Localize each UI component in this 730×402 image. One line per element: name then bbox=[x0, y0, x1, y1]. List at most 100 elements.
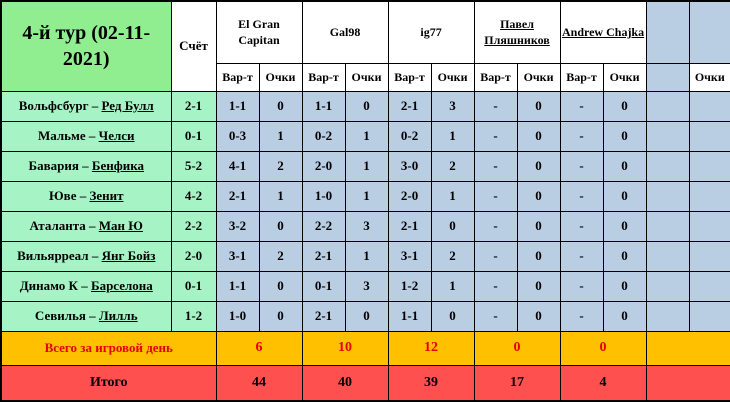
points-cell: 2 bbox=[258, 240, 303, 272]
prediction-cell: 2-1 bbox=[301, 240, 346, 272]
player-name[interactable]: Павел Пляшников bbox=[484, 17, 550, 48]
prediction-cell: 3-2 bbox=[215, 210, 260, 242]
match-row: Вильярреал – Янг Бойз 2-0 3-1 2 2-1 1 3-1 2-0-0 bbox=[0, 240, 730, 272]
away-team-link[interactable]: Янг Бойз bbox=[101, 248, 156, 263]
points-cell: 0 bbox=[516, 240, 561, 272]
grand-total-value: 17 bbox=[473, 364, 561, 402]
prediction-cell: - bbox=[473, 270, 518, 302]
match-score: 0-1 bbox=[170, 120, 217, 152]
points-subheader: Очки bbox=[430, 62, 475, 92]
match-score: 2-2 bbox=[170, 210, 217, 242]
empty-cell bbox=[645, 90, 690, 122]
prediction-cell: 1-1 bbox=[215, 90, 260, 122]
prediction-cell: - bbox=[473, 300, 518, 332]
empty-cell bbox=[688, 240, 730, 272]
prediction-cell: - bbox=[473, 240, 518, 272]
points-cell: 0 bbox=[516, 90, 561, 122]
away-team-link[interactable]: Лилль bbox=[98, 308, 138, 323]
player-header-1: El Gran Capitan bbox=[215, 0, 303, 64]
points-cell: 3 bbox=[344, 270, 389, 302]
match-name: Севилья – Лилль bbox=[0, 300, 172, 332]
empty-cell bbox=[645, 120, 690, 152]
empty-cell bbox=[645, 240, 690, 272]
points-cell: 0 bbox=[602, 270, 647, 302]
day-total-value: 0 bbox=[559, 330, 647, 366]
prediction-cell: 2-1 bbox=[301, 300, 346, 332]
day-total-label: Всего за игровой день bbox=[0, 330, 217, 366]
points-cell: 0 bbox=[516, 270, 561, 302]
points-cell: 3 bbox=[344, 210, 389, 242]
points-cell: 1 bbox=[344, 120, 389, 152]
prediction-cell: - bbox=[559, 90, 604, 122]
points-cell: 1 bbox=[430, 120, 475, 152]
points-subheader: Очки bbox=[602, 62, 647, 92]
player-header-5: Andrew Chajka bbox=[559, 0, 647, 64]
points-cell: 0 bbox=[258, 210, 303, 242]
empty-cell bbox=[645, 364, 730, 402]
empty-cell bbox=[645, 180, 690, 212]
prediction-cell: - bbox=[473, 150, 518, 182]
empty-cell bbox=[688, 120, 730, 152]
day-total-value: 12 bbox=[387, 330, 475, 366]
match-name: Вильярреал – Янг Бойз bbox=[0, 240, 172, 272]
day-total-value: 6 bbox=[215, 330, 303, 366]
points-cell: 0 bbox=[602, 210, 647, 242]
match-name: Юве – Зенит bbox=[0, 180, 172, 212]
away-team-link[interactable]: Челси bbox=[98, 128, 135, 143]
match-row: Юве – Зенит 4-2 2-1 1 1-0 1 2-0 1-0-0 bbox=[0, 180, 730, 212]
points-cell: 0 bbox=[516, 120, 561, 152]
match-name: Аталанта – Ман Ю bbox=[0, 210, 172, 242]
prediction-cell: 1-2 bbox=[387, 270, 432, 302]
empty-cell bbox=[645, 300, 690, 332]
prediction-cell: 1-1 bbox=[387, 300, 432, 332]
points-cell: 1 bbox=[258, 180, 303, 212]
points-cell: 1 bbox=[344, 240, 389, 272]
match-name: Бавария – Бенфика bbox=[0, 150, 172, 182]
variant-subheader: Вар-т bbox=[559, 62, 604, 92]
prediction-cell: 3-0 bbox=[387, 150, 432, 182]
points-cell: 0 bbox=[516, 210, 561, 242]
away-team-link[interactable]: Ред Булл bbox=[101, 98, 154, 113]
header-row-subcolumns: Вар-т Очки Вар-т Очки Вар-т Очки Вар-т Очки Вар-… bbox=[1, 62, 730, 92]
extra-points-subheader: Очки bbox=[688, 62, 730, 92]
points-cell: 0 bbox=[602, 150, 647, 182]
prediction-cell: 1-1 bbox=[301, 90, 346, 122]
player-name[interactable]: Andrew Chajka bbox=[561, 25, 645, 40]
prediction-cell: - bbox=[473, 120, 518, 152]
variant-subheader: Вар-т bbox=[215, 62, 260, 92]
grand-total-row: Итого 44 40 39 17 4 bbox=[0, 364, 730, 402]
match-score: 1-2 bbox=[170, 300, 217, 332]
empty-cell bbox=[688, 300, 730, 332]
match-score: 0-1 bbox=[170, 270, 217, 302]
match-score: 5-2 bbox=[170, 150, 217, 182]
prediction-cell: 1-1 bbox=[215, 270, 260, 302]
player-header-3: ig77 bbox=[387, 0, 475, 64]
match-name: Вольфсбург – Ред Булл bbox=[0, 90, 172, 122]
points-cell: 2 bbox=[258, 150, 303, 182]
prediction-cell: - bbox=[559, 210, 604, 242]
prediction-cell: - bbox=[559, 120, 604, 152]
away-team-link[interactable]: Бенфика bbox=[91, 158, 144, 173]
grand-total-label: Итого bbox=[0, 364, 217, 402]
prediction-cell: 3-1 bbox=[387, 240, 432, 272]
grand-total-value: 44 bbox=[215, 364, 303, 402]
match-row: Динамо К – Барселона 0-1 1-1 0 0-1 3 1-2 1-0-0 bbox=[0, 270, 730, 302]
away-team-link[interactable]: Зенит bbox=[89, 188, 124, 203]
prediction-cell: 2-0 bbox=[387, 180, 432, 212]
player-header-2: Gal98 bbox=[301, 0, 389, 64]
day-total-value: 10 bbox=[301, 330, 389, 366]
grand-total-value: 4 bbox=[559, 364, 647, 402]
empty-cell bbox=[645, 330, 730, 366]
variant-subheader: Вар-т bbox=[387, 62, 432, 92]
match-score: 4-2 bbox=[170, 180, 217, 212]
points-subheader: Очки bbox=[258, 62, 303, 92]
player-name: ig77 bbox=[420, 25, 442, 40]
prediction-cell: - bbox=[559, 270, 604, 302]
points-cell: 1 bbox=[344, 180, 389, 212]
away-team-link[interactable]: Ман Ю bbox=[98, 218, 143, 233]
points-cell: 0 bbox=[602, 90, 647, 122]
prediction-cell: 2-2 bbox=[301, 210, 346, 242]
away-team-link[interactable]: Барселона bbox=[90, 278, 153, 293]
points-cell: 0 bbox=[258, 300, 303, 332]
